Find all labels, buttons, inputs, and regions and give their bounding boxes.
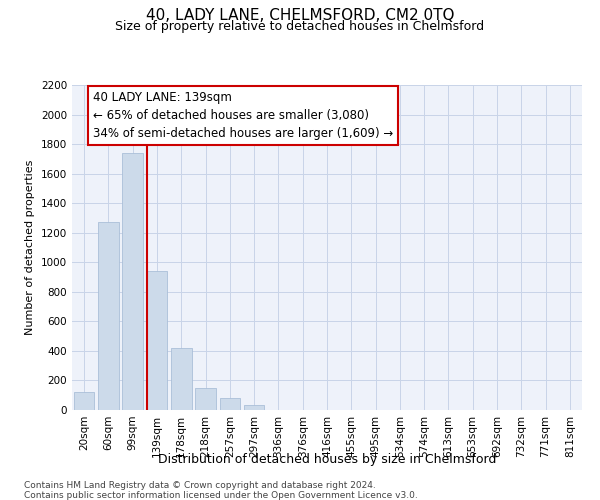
Bar [195,388,216,410]
Text: Contains HM Land Registry data © Crown copyright and database right 2024.: Contains HM Land Registry data © Crown c… [24,481,376,490]
Bar [98,222,119,410]
Y-axis label: Number of detached properties: Number of detached properties [25,160,35,335]
Bar [220,398,240,410]
Bar [74,392,94,410]
Bar [244,405,265,410]
Text: 40, LADY LANE, CHELMSFORD, CM2 0TQ: 40, LADY LANE, CHELMSFORD, CM2 0TQ [146,8,454,22]
Text: 40 LADY LANE: 139sqm
← 65% of detached houses are smaller (3,080)
34% of semi-de: 40 LADY LANE: 139sqm ← 65% of detached h… [92,91,393,140]
Text: Distribution of detached houses by size in Chelmsford: Distribution of detached houses by size … [158,452,496,466]
Bar [171,348,191,410]
Text: Size of property relative to detached houses in Chelmsford: Size of property relative to detached ho… [115,20,485,33]
Text: Contains public sector information licensed under the Open Government Licence v3: Contains public sector information licen… [24,491,418,500]
Bar [146,271,167,410]
Bar [122,153,143,410]
